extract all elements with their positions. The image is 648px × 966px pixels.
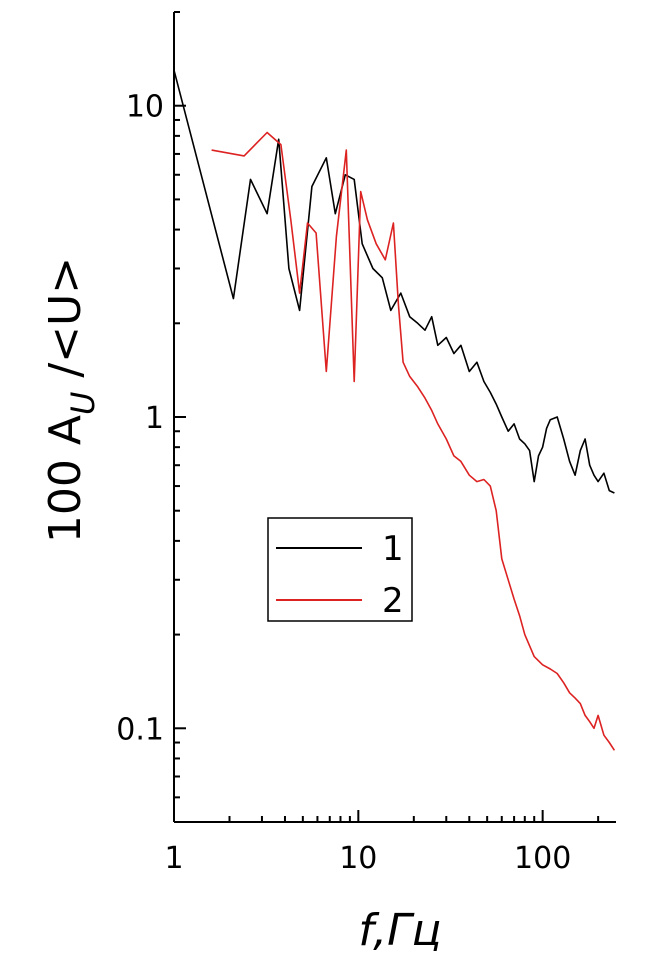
x-axis-label-rest: ,Гц [373, 905, 441, 956]
legend-label-2: 2 [382, 581, 404, 621]
y-tick-label: 1 [145, 401, 164, 436]
x-tick-label: 100 [514, 841, 571, 876]
y-axis-label-prefix: 100 A [40, 415, 91, 543]
x-tick-label: 1 [164, 841, 183, 876]
series-2-line [211, 131, 616, 751]
y-axis-label: 100 AU /<U> [40, 257, 102, 543]
legend: 12 [267, 517, 413, 622]
x-tick-label: 10 [339, 841, 377, 876]
y-tick-label: 0.1 [116, 712, 164, 747]
y-axis-label-sub: U [64, 392, 102, 415]
legend-box [267, 517, 413, 622]
x-axis-label: f,Гц [358, 905, 441, 956]
axes: 1 10 100 0.1 1 10 [116, 11, 616, 876]
legend-label-1: 1 [382, 529, 404, 569]
series-1-line [173, 69, 615, 494]
y-axis-label-suffix: /<U> [40, 257, 91, 392]
series-layer [173, 69, 616, 751]
y-tick-label: 10 [126, 90, 164, 125]
